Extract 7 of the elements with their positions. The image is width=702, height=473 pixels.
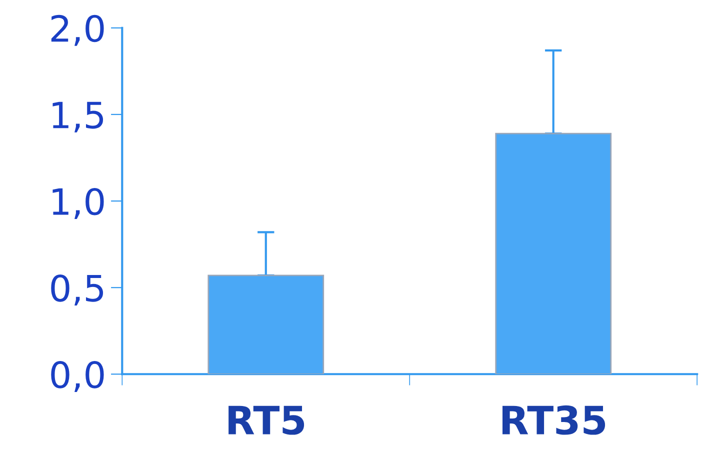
y-tick-label: 0,0: [51, 361, 104, 392]
x-tick-label: RT35: [502, 405, 606, 435]
y-tick-label: 2,0: [51, 14, 104, 46]
y-tick-label: 1,0: [52, 188, 104, 219]
x-tick-label: RT5: [228, 406, 304, 435]
y-tick-label: 1,5: [52, 102, 104, 132]
y-tick-label: 0,5: [51, 274, 104, 306]
